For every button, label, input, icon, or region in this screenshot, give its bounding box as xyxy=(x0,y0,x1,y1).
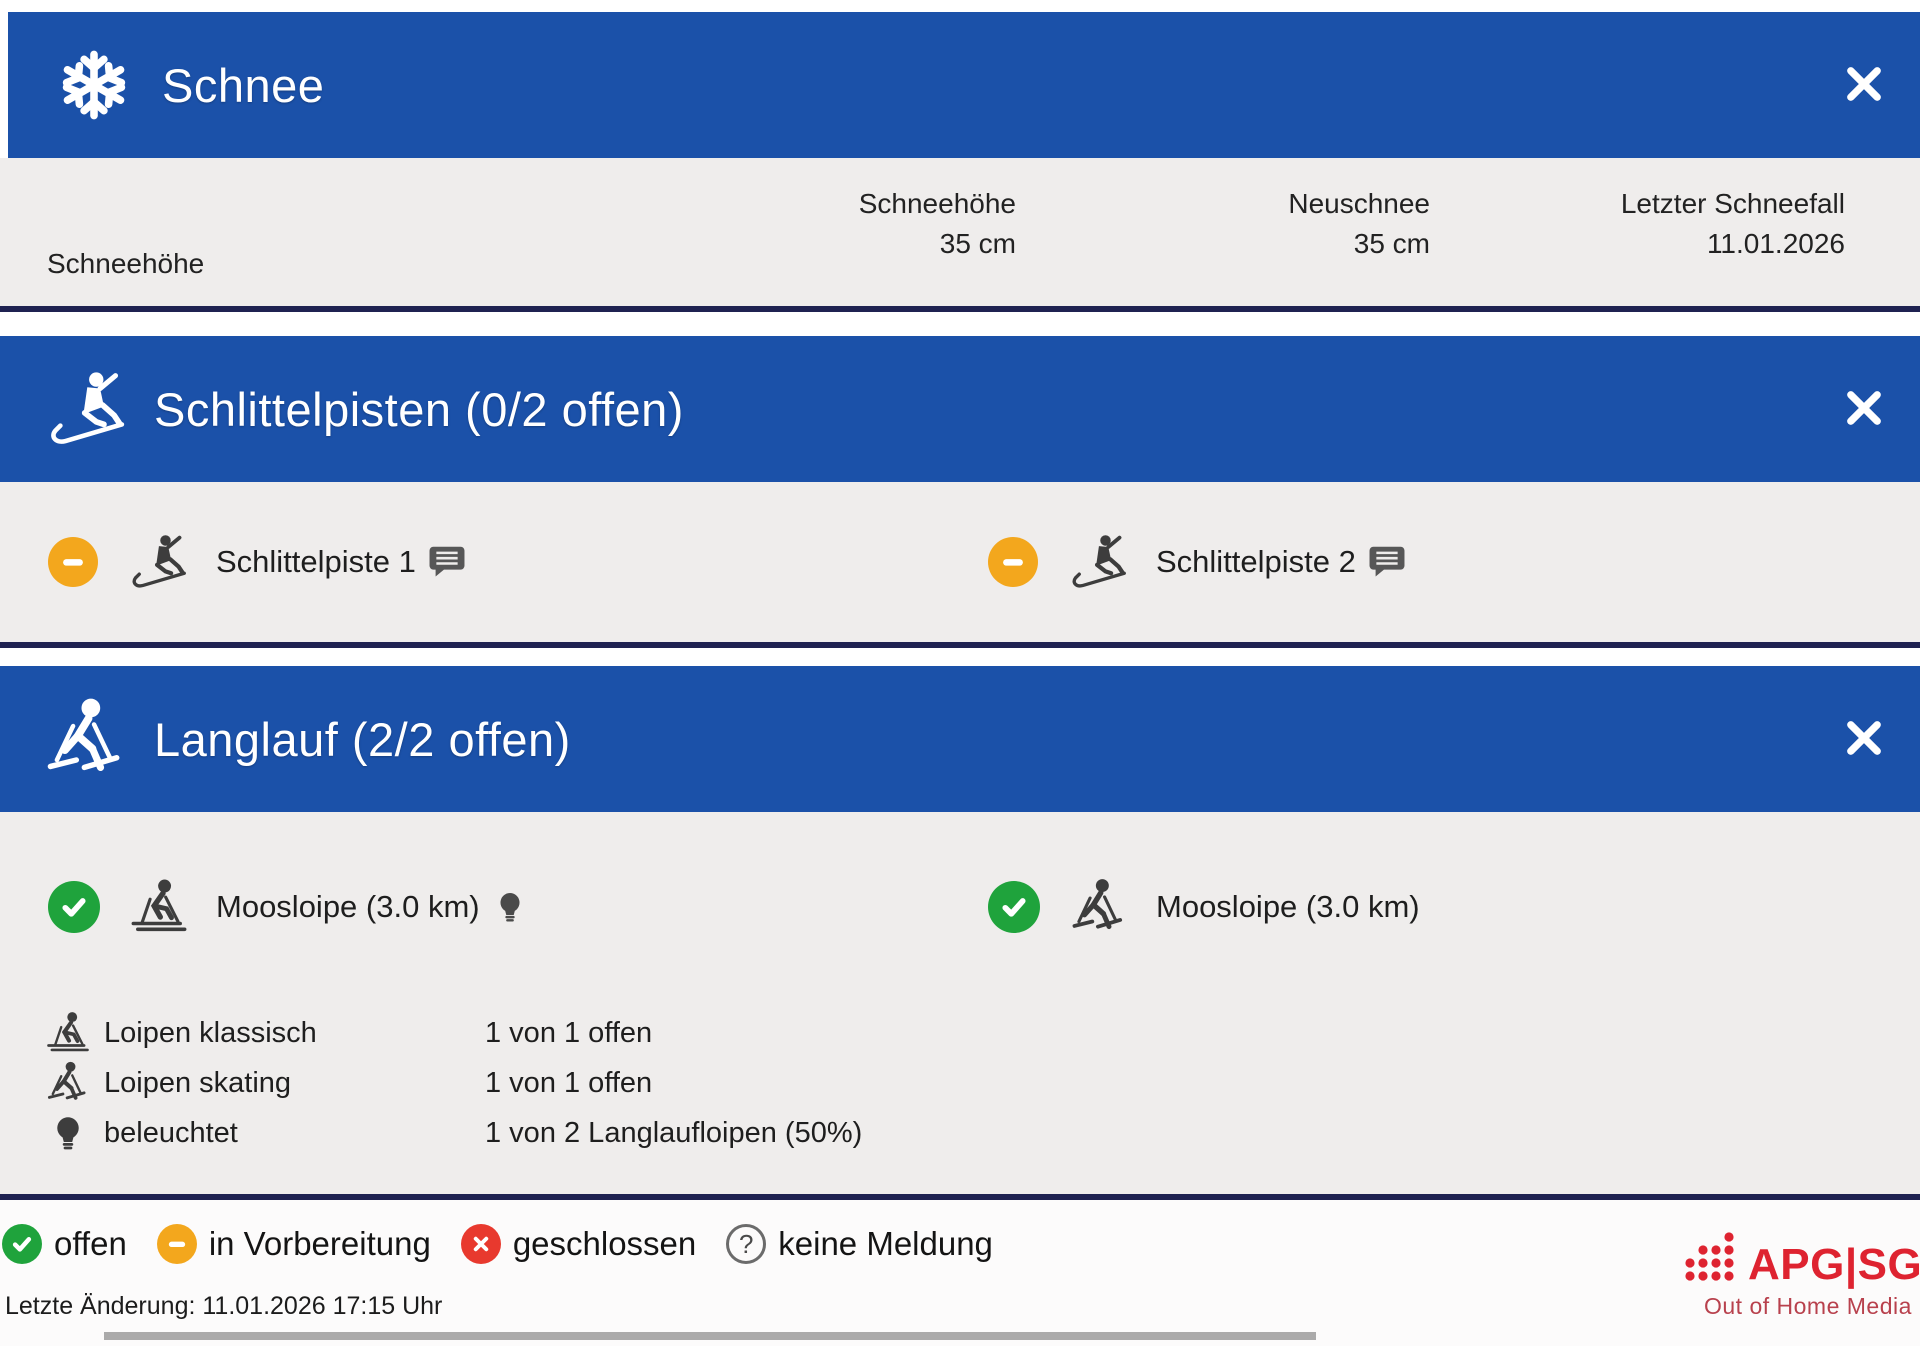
footer: offen in Vorbereitung geschlossen ? kein… xyxy=(0,1200,1920,1346)
status-geschlossen-icon xyxy=(460,1224,501,1264)
legend-label: offen xyxy=(54,1225,127,1262)
status-in-vorbereitung-icon xyxy=(156,1224,197,1264)
section-title: Schnee xyxy=(162,58,325,112)
stat-value: 1 von 1 offen xyxy=(485,1016,653,1049)
section-title: Langlauf (2/2 offen) xyxy=(154,712,571,766)
langlauf-body: Moosloipe (3.0 km) Moosloipe (3.0 km) Lo… xyxy=(0,812,1920,1194)
brand-name: APG|SGA xyxy=(1748,1240,1920,1289)
item-name: Moosloipe (3.0 km) xyxy=(216,889,480,924)
status-offen-icon xyxy=(988,881,1040,933)
legend-label: in Vorbereitung xyxy=(208,1225,431,1262)
legend-label: keine Meldung xyxy=(778,1225,993,1262)
bulb-icon xyxy=(494,891,526,923)
close-button[interactable] xyxy=(1838,713,1890,765)
legend-item-in-vorbereitung: in Vorbereitung xyxy=(156,1224,431,1264)
stat-row-klassisch: Loipen klassisch 1 von 1 offen xyxy=(0,1008,652,1058)
sledge-icon xyxy=(128,532,188,592)
section-gap xyxy=(0,648,1920,666)
xc-classic-icon xyxy=(130,878,188,936)
item-name: Moosloipe (3.0 km) xyxy=(1156,889,1420,924)
status-offen-icon xyxy=(48,881,100,933)
snowflake-icon xyxy=(52,50,136,120)
snow-col-schneehoehe: Schneehöhe 35 cm xyxy=(859,184,1016,264)
snow-section-body: Schneehöhe Schneehöhe 35 cm Neuschnee 35… xyxy=(0,158,1920,306)
stat-row-beleuchtet: beleuchtet 1 von 2 Langlaufloipen (50%) xyxy=(0,1108,862,1158)
section-divider xyxy=(0,1194,1920,1200)
item-name: Schlittelpiste 1 xyxy=(216,544,416,579)
status-board: Schnee Schneehöhe Schneehöhe 35 cm Neusc… xyxy=(0,12,1920,1346)
snow-row-label: Schneehöhe xyxy=(47,248,205,279)
snow-col-letzter-schneefall: Letzter Schneefall 11.01.2026 xyxy=(1621,184,1845,264)
section-divider xyxy=(0,306,1920,312)
close-icon xyxy=(1842,716,1886,763)
sledge-icon xyxy=(1068,532,1128,592)
stat-label: Loipen skating xyxy=(104,1066,292,1099)
col-label: Letzter Schneefall xyxy=(1620,188,1845,219)
col-value: 35 cm xyxy=(939,228,1016,259)
xc-skating-icon xyxy=(40,1061,96,1105)
brand-tagline: Out of Home Media xyxy=(1704,1293,1912,1319)
section-title: Schlittelpisten (0/2 offen) xyxy=(154,382,684,436)
col-label: Neuschnee xyxy=(1288,188,1430,219)
close-button[interactable] xyxy=(1838,383,1890,435)
schlittelpisten-body: Schlittelpiste 1 Schlittelpiste 2 xyxy=(0,482,1920,642)
legend-item-geschlossen: geschlossen xyxy=(460,1224,697,1264)
legend-item-offen: offen xyxy=(2,1224,127,1264)
col-label: Schneehöhe xyxy=(858,188,1016,219)
section-header-schlittelpisten: Schlittelpisten (0/2 offen) xyxy=(0,336,1920,482)
section-divider xyxy=(0,642,1920,648)
col-value: 35 cm xyxy=(1353,228,1430,259)
apg-sga-logo: APG|SGA Out of Home Media xyxy=(1682,1232,1920,1320)
section-header-schnee: Schnee xyxy=(8,12,1920,158)
list-item-schlittelpiste-1: Schlittelpiste 1 xyxy=(48,532,466,592)
close-icon xyxy=(1842,62,1886,109)
stat-label: Loipen klassisch xyxy=(104,1016,317,1049)
legend: offen in Vorbereitung geschlossen ? kein… xyxy=(2,1224,993,1264)
close-button[interactable] xyxy=(1838,59,1890,111)
apg-dots-icon xyxy=(1682,1232,1736,1287)
bulb-icon xyxy=(40,1115,96,1151)
close-icon xyxy=(1842,386,1886,433)
section-header-langlauf: Langlauf (2/2 offen) xyxy=(0,666,1920,812)
item-name: Schlittelpiste 2 xyxy=(1156,544,1356,579)
legend-item-keine-meldung: ? keine Meldung xyxy=(726,1224,993,1264)
status-in-vorbereitung-icon xyxy=(48,537,98,587)
stat-label: beleuchtet xyxy=(104,1116,238,1149)
list-item-moosloipe-klassisch: Moosloipe (3.0 km) xyxy=(48,877,526,937)
snow-col-neuschnee: Neuschnee 35 cm xyxy=(1288,184,1430,264)
stat-row-skating: Loipen skating 1 von 1 offen xyxy=(0,1058,652,1108)
xc-skating-icon xyxy=(1070,878,1128,936)
list-item-moosloipe-skating: Moosloipe (3.0 km) xyxy=(988,877,1420,937)
stat-value: 1 von 1 offen xyxy=(485,1066,653,1099)
xc-classic-icon xyxy=(40,1011,96,1055)
legend-label: geschlossen xyxy=(512,1225,697,1262)
section-gap xyxy=(0,312,1920,336)
list-item-schlittelpiste-2: Schlittelpiste 2 xyxy=(988,532,1406,592)
bottom-strip xyxy=(104,1332,1316,1340)
last-change-timestamp: Letzte Änderung: 11.01.2026 17:15 Uhr xyxy=(5,1292,443,1320)
status-keine-meldung-icon: ? xyxy=(726,1224,767,1264)
comment-icon[interactable] xyxy=(1368,543,1406,581)
comment-icon[interactable] xyxy=(428,543,466,581)
langlauf-stats: Loipen klassisch 1 von 1 offen Loipen sk… xyxy=(0,1008,862,1158)
col-value: 11.01.2026 xyxy=(1706,228,1845,259)
status-in-vorbereitung-icon xyxy=(988,537,1038,587)
status-offen-icon xyxy=(2,1224,42,1264)
stat-value: 1 von 2 Langlaufloipen (50%) xyxy=(485,1116,863,1149)
sledge-icon xyxy=(44,368,128,450)
xc-skier-icon xyxy=(44,696,128,782)
